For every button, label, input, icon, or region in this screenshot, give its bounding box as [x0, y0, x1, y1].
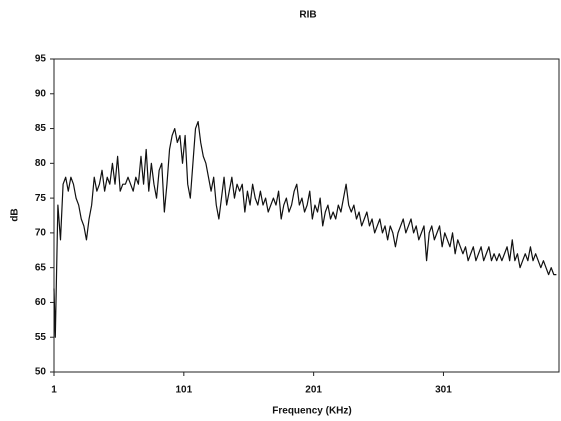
- x-tick-label: 1: [51, 385, 57, 396]
- plot-frame: [53, 58, 560, 373]
- data-line: [53, 121, 557, 338]
- y-tick-label: 85: [35, 123, 47, 134]
- y-tick-label: 50: [35, 367, 47, 378]
- y-tick-label: 65: [35, 262, 47, 273]
- x-axis-label: Frequency (KHz): [272, 406, 351, 417]
- x-tick-label: 301: [435, 385, 452, 396]
- y-tick-label: 80: [35, 158, 47, 169]
- chart-title: RIB: [299, 10, 316, 21]
- y-tick-label: 90: [35, 88, 47, 99]
- y-tick-label: 75: [35, 193, 47, 204]
- y-tick-label: 55: [35, 332, 47, 343]
- x-tick-label: 201: [305, 385, 322, 396]
- y-tick-label: 70: [35, 228, 47, 239]
- y-axis-label: dB: [10, 208, 21, 221]
- x-tick-label: 101: [175, 385, 192, 396]
- y-tick-label: 60: [35, 297, 47, 308]
- y-tick-label: 95: [35, 54, 47, 65]
